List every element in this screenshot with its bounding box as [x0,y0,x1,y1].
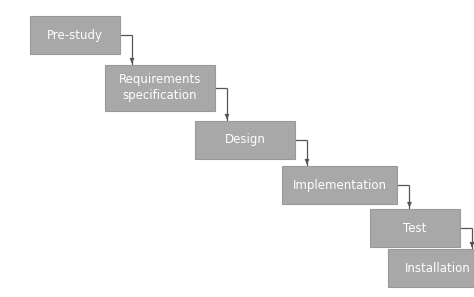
FancyBboxPatch shape [388,249,474,287]
Text: Requirements
specification: Requirements specification [119,73,201,102]
FancyBboxPatch shape [105,65,215,111]
Text: Design: Design [225,133,265,146]
Text: Test: Test [403,222,427,235]
Text: Implementation: Implementation [293,178,387,192]
FancyBboxPatch shape [30,16,120,54]
FancyBboxPatch shape [195,121,295,159]
FancyBboxPatch shape [283,166,398,204]
Text: Installation: Installation [405,261,471,274]
Text: Pre-study: Pre-study [47,29,103,42]
FancyBboxPatch shape [370,209,460,247]
